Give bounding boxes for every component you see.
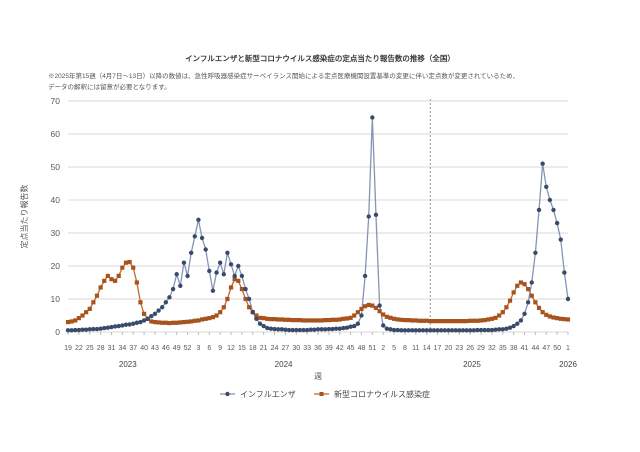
svg-text:6: 6 [207, 345, 211, 352]
svg-text:29: 29 [477, 345, 485, 352]
svg-text:42: 42 [336, 345, 344, 352]
svg-text:週: 週 [314, 372, 322, 381]
svg-text:34: 34 [118, 345, 126, 352]
svg-text:40: 40 [51, 195, 61, 205]
svg-text:17: 17 [434, 345, 442, 352]
svg-text:31: 31 [108, 345, 116, 352]
svg-text:48: 48 [358, 345, 366, 352]
svg-text:37: 37 [129, 345, 137, 352]
svg-text:3: 3 [196, 345, 200, 352]
svg-text:51: 51 [368, 345, 376, 352]
svg-text:33: 33 [303, 345, 311, 352]
svg-text:15: 15 [238, 345, 246, 352]
svg-text:21: 21 [260, 345, 268, 352]
svg-text:45: 45 [347, 345, 355, 352]
svg-text:30: 30 [51, 228, 61, 238]
svg-text:70: 70 [51, 96, 61, 106]
svg-text:インフルエンザ: インフルエンザ [240, 390, 296, 399]
svg-text:12: 12 [227, 345, 235, 352]
svg-text:60: 60 [51, 129, 61, 139]
svg-text:10: 10 [51, 294, 61, 304]
svg-text:44: 44 [531, 345, 539, 352]
svg-text:38: 38 [510, 345, 518, 352]
svg-text:2025: 2025 [463, 360, 481, 369]
svg-text:50: 50 [553, 345, 561, 352]
svg-text:2026: 2026 [559, 360, 577, 369]
svg-text:14: 14 [423, 345, 431, 352]
svg-text:46: 46 [162, 345, 170, 352]
svg-text:20: 20 [51, 261, 61, 271]
svg-text:43: 43 [151, 345, 159, 352]
svg-text:20: 20 [445, 345, 453, 352]
svg-text:52: 52 [184, 345, 192, 352]
svg-text:22: 22 [75, 345, 83, 352]
svg-text:47: 47 [542, 345, 550, 352]
svg-text:1: 1 [566, 345, 570, 352]
svg-text:18: 18 [249, 345, 257, 352]
svg-text:28: 28 [97, 345, 105, 352]
svg-text:50: 50 [51, 162, 61, 172]
svg-text:9: 9 [218, 345, 222, 352]
svg-text:36: 36 [314, 345, 322, 352]
svg-text:39: 39 [325, 345, 333, 352]
svg-text:2023: 2023 [119, 360, 137, 369]
svg-text:27: 27 [281, 345, 289, 352]
svg-text:新型コロナウイルス感染症: 新型コロナウイルス感染症 [334, 389, 430, 399]
svg-text:30: 30 [292, 345, 300, 352]
svg-text:2: 2 [381, 345, 385, 352]
svg-text:0: 0 [55, 327, 60, 337]
svg-text:定点当たり報告数: 定点当たり報告数 [19, 185, 29, 249]
svg-text:26: 26 [466, 345, 474, 352]
svg-text:40: 40 [140, 345, 148, 352]
svg-text:41: 41 [521, 345, 529, 352]
svg-text:24: 24 [271, 345, 279, 352]
svg-text:25: 25 [86, 345, 94, 352]
svg-text:8: 8 [403, 345, 407, 352]
svg-text:2024: 2024 [275, 360, 293, 369]
svg-text:19: 19 [64, 345, 72, 352]
svg-text:23: 23 [455, 345, 463, 352]
svg-text:11: 11 [412, 345, 419, 352]
svg-text:35: 35 [499, 345, 507, 352]
svg-text:32: 32 [488, 345, 496, 352]
svg-text:49: 49 [173, 345, 181, 352]
svg-text:5: 5 [392, 345, 396, 352]
